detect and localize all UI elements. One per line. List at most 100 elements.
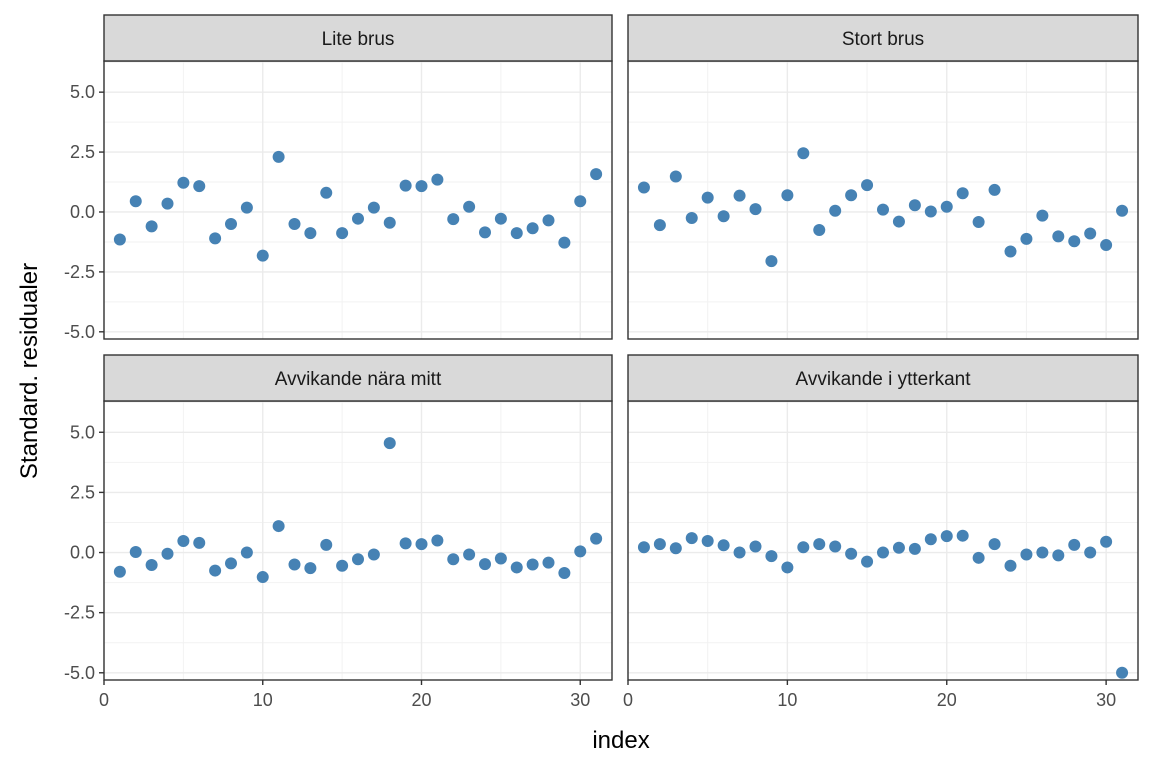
y-tick-label: 5.0 <box>70 82 95 102</box>
x-tick-label: 10 <box>253 690 273 710</box>
x-tick-label: 20 <box>411 690 431 710</box>
data-point <box>1020 232 1033 245</box>
data-point <box>542 556 555 569</box>
data-point <box>1036 209 1049 222</box>
data-point <box>129 195 142 208</box>
data-point <box>510 227 523 240</box>
data-point <box>669 170 682 183</box>
data-point <box>288 217 301 230</box>
x-tick-label: 0 <box>99 690 109 710</box>
data-point <box>988 538 1001 551</box>
data-point <box>542 214 555 227</box>
data-point <box>415 180 428 193</box>
data-point <box>256 249 269 262</box>
data-point <box>209 232 222 245</box>
data-point <box>256 571 269 584</box>
data-point <box>829 204 842 217</box>
data-point <box>463 200 476 213</box>
data-point <box>877 203 889 216</box>
data-point <box>113 565 126 578</box>
data-point <box>1052 230 1065 243</box>
data-point <box>431 534 444 547</box>
data-point <box>177 534 190 547</box>
data-point <box>972 216 985 229</box>
y-axis-title: Standard. residualer <box>16 263 43 479</box>
data-point <box>637 541 650 554</box>
data-point <box>161 197 174 210</box>
panel-2-strip <box>627 14 1139 62</box>
data-point <box>336 227 349 240</box>
data-point <box>399 179 412 192</box>
data-point <box>272 150 285 163</box>
data-point <box>113 233 126 246</box>
data-point <box>717 210 730 223</box>
data-point <box>892 541 905 554</box>
x-tick-label: 30 <box>1096 690 1116 710</box>
x-tick-label: 10 <box>777 690 797 710</box>
data-point <box>940 530 953 543</box>
data-point <box>240 546 253 559</box>
y-tick-label: 0.0 <box>70 543 95 563</box>
y-tick-label: 2.5 <box>70 482 95 502</box>
data-point <box>1084 227 1097 240</box>
data-point <box>1100 239 1113 252</box>
panel-2-title: Stort brus <box>842 29 924 50</box>
data-point <box>240 201 253 214</box>
data-point <box>526 558 539 571</box>
data-point <box>447 213 460 226</box>
data-point <box>558 236 571 249</box>
panel-1-title: Lite brus <box>322 29 395 50</box>
data-point <box>352 553 364 566</box>
data-point <box>685 211 698 224</box>
data-point <box>813 223 826 236</box>
y-tick-label: 5.0 <box>70 422 95 442</box>
data-point <box>1116 666 1129 679</box>
data-point <box>590 532 603 545</box>
panel-3-strip <box>103 354 613 402</box>
data-point <box>908 542 921 555</box>
data-point <box>956 187 969 200</box>
y-tick-label: -2.5 <box>64 262 95 282</box>
data-point <box>877 546 889 559</box>
data-point <box>304 227 317 240</box>
data-point <box>861 555 874 568</box>
data-point <box>145 220 158 233</box>
data-point <box>145 559 158 572</box>
data-point <box>288 558 301 571</box>
data-point <box>1116 204 1129 217</box>
data-point <box>765 255 778 268</box>
data-point <box>129 546 142 559</box>
data-point <box>1020 548 1033 561</box>
data-point <box>463 548 476 561</box>
data-point <box>1068 235 1081 248</box>
data-point <box>367 201 380 214</box>
data-point <box>685 532 698 545</box>
data-point <box>797 147 810 160</box>
data-point <box>845 189 858 202</box>
data-point <box>510 561 523 574</box>
panel-4-title: Avvikande i ytterkant <box>796 369 972 390</box>
data-point <box>304 562 317 575</box>
data-point <box>193 180 206 193</box>
data-point <box>383 216 396 229</box>
data-point <box>717 539 730 552</box>
data-point <box>892 215 905 228</box>
data-point <box>781 561 794 574</box>
data-point <box>924 205 937 218</box>
panel-2: Stort brus <box>627 14 1139 340</box>
data-point <box>479 226 491 239</box>
data-point <box>431 173 444 186</box>
data-point <box>558 566 571 579</box>
data-point <box>956 529 969 542</box>
x-tick-label: 0 <box>623 690 633 710</box>
data-point <box>225 217 237 230</box>
panel-1-background <box>104 61 612 339</box>
data-point <box>829 540 842 553</box>
data-point <box>988 183 1001 196</box>
data-point <box>447 553 460 566</box>
panels-group: Lite brus 5.0 2.5 0.0 -2.5 -5.0 Stort brus Avvi… <box>64 14 1139 710</box>
panel-1-strip <box>103 14 613 62</box>
data-point <box>352 212 364 225</box>
data-point <box>225 557 237 570</box>
